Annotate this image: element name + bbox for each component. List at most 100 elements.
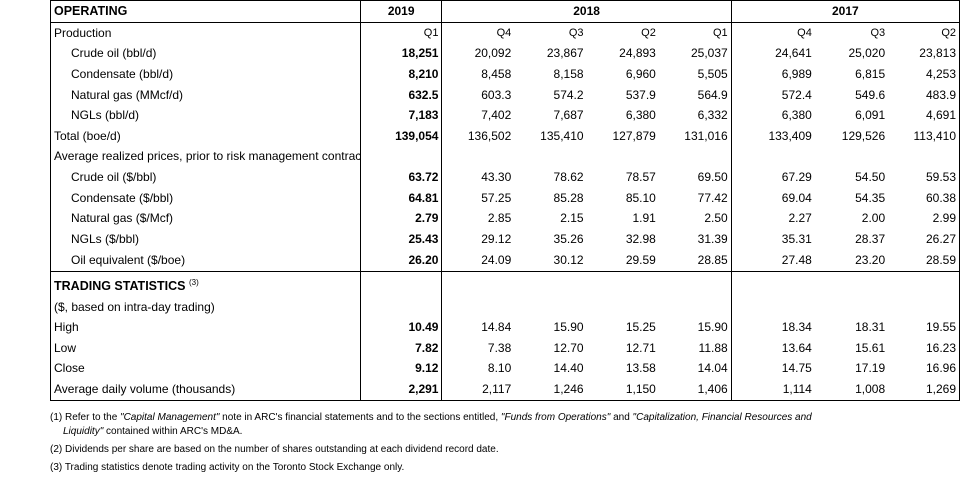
table-cell: 14.84 [441,317,515,338]
table-cell: 6,380 [625,108,656,123]
prices-section: Crude oil ($/bbl) 63.72 43.30 78.62 78.57 69.… [50,167,960,272]
table-cell: 2.27 [730,208,815,230]
table-cell: 26.20 [359,249,442,272]
table-cell: 29.12 [441,229,515,250]
quarter-label: Q4 [730,22,815,44]
table-cell: 85.28 [553,190,584,205]
table-cell: 139,054 [359,125,442,147]
table-cell: 77.42 [697,190,728,205]
table-cell: 15.25 [625,320,656,335]
table-cell: 7.38 [441,337,515,359]
table-cell: 18.34 [730,317,815,338]
table-cell: 135,410 [540,128,584,143]
table-cell: 1,406 [658,379,732,402]
table-cell: 6,380 [730,105,815,126]
table-row: Natural gas ($/Mcf) 2.79 2.85 2.15 1.91 2.50 2… [51,208,960,230]
table-cell: 6,960 [625,66,656,81]
row-label: Average daily volume (thousands) [50,379,361,402]
production-section: Crude oil (bbl/d) 18,251 20,092 23,867 24,89… [51,43,960,147]
table-row: Close 9.12 8.10 14.40 13.58 14.04 14.75 17.19 16… [51,358,960,380]
table-cell: 23,813 [919,46,956,61]
table-cell: 12.70 [553,340,584,355]
table-cell: 43.30 [441,167,515,188]
table-cell: 10.49 [359,317,442,338]
table-cell: 15.90 [697,320,728,335]
row-label: NGLs ($/bbl) [71,231,140,246]
table-cell: 8.10 [441,358,515,380]
table-cell: 2.79 [359,208,442,230]
row-label: Crude oil (bbl/d) [71,46,157,61]
table-row: High 10.49 14.84 15.90 15.25 15.90 18.34 18.31 1… [51,317,960,338]
table-cell: 16.96 [925,361,956,376]
table-row: Oil equivalent ($/boe) 26.20 24.09 30.12 29.… [50,249,960,272]
table-cell: 5,505 [697,66,728,81]
table-cell: 537.9 [625,87,656,102]
trading-title-row: TRADING STATISTICS (3) [50,270,960,297]
table-cell: 2.85 [441,208,515,230]
quarter-label: Q4 [441,22,515,44]
quarter-label: Q1 [712,26,728,39]
row-label: Condensate (bbl/d) [71,66,174,81]
table-cell: 1,246 [514,379,587,402]
table-cell: 23,867 [546,46,584,61]
table-cell: 16.23 [925,340,956,355]
table-cell: 632.5 [359,84,442,106]
table-cell: 35.31 [730,229,815,250]
footnote-3: (3) Trading statistics denote trading ac… [50,462,405,473]
table-cell: 7,402 [441,105,515,126]
row-label: Oil equivalent ($/boe) [50,249,361,272]
year-2018: 2018 [441,0,732,23]
table-cell: 26.27 [925,231,956,246]
footnote-1: (1) Refer to the "Capital Management" no… [50,412,812,437]
table-cell: 32.98 [625,231,656,246]
table-cell: 483.9 [925,87,956,102]
row-label: High [54,320,79,335]
table-cell: 4,691 [925,108,956,123]
table-cell: 8,210 [359,64,442,85]
table-cell: 24.09 [441,249,515,272]
row-label: Natural gas ($/Mcf) [71,211,174,226]
table-cell: 4,253 [925,66,956,81]
table-cell: 24,893 [619,46,656,61]
table-cell: 6,989 [730,64,815,85]
table-cell: 25,037 [690,46,728,61]
table-cell: 14.40 [553,361,584,376]
table-cell: 2.99 [932,211,956,226]
production-title: Production [54,25,112,40]
table-cell: 7,183 [359,105,442,126]
table-cell: 15.61 [855,340,886,355]
table-cell: 136,502 [441,125,515,147]
table-cell: 1.91 [632,211,656,226]
year-2017: 2017 [730,0,960,23]
year-2019: 2019 [359,0,442,23]
table-cell: 6,815 [855,66,886,81]
table-cell: 54.50 [855,170,886,185]
row-label: Close [54,361,85,376]
table-cell: 18.31 [855,320,886,335]
table-cell: 2.15 [560,211,584,226]
table-cell: 564.9 [697,87,728,102]
table-cell: 59.53 [925,170,956,185]
table-cell: 28.85 [658,249,732,272]
table-cell: 23.20 [814,249,889,272]
table-row: NGLs ($/bbl) 25.43 29.12 35.26 32.98 31.39 35.… [51,229,960,250]
prices-title: Average realized prices, prior to risk m… [54,148,361,163]
table-cell: 133,409 [730,125,815,147]
year-header-row: OPERATING 2019 2018 2017 [50,0,960,23]
table-row: Low 7.82 7.38 12.70 12.71 11.88 13.64 15.61 16.2… [51,337,960,359]
table-cell: 7.82 [359,337,442,359]
quarter-label: Q3 [568,26,584,39]
table-cell: 63.72 [359,167,442,188]
table-cell: 7,687 [553,108,584,123]
row-label: NGLs (bbl/d) [71,108,140,123]
quarter-label: Q2 [641,26,656,39]
table-cell: 78.57 [625,170,656,185]
table-cell: 11.88 [698,340,728,355]
footnotes: (1) Refer to the "Capital Management" no… [50,411,960,479]
table-cell: 14.04 [697,361,728,376]
row-label: Low [54,340,77,355]
row-label: Natural gas (MMcf/d) [71,87,184,102]
table-cell: 574.2 [553,87,584,102]
table-cell: 1,150 [586,379,659,402]
table-cell: 14.75 [730,358,815,380]
